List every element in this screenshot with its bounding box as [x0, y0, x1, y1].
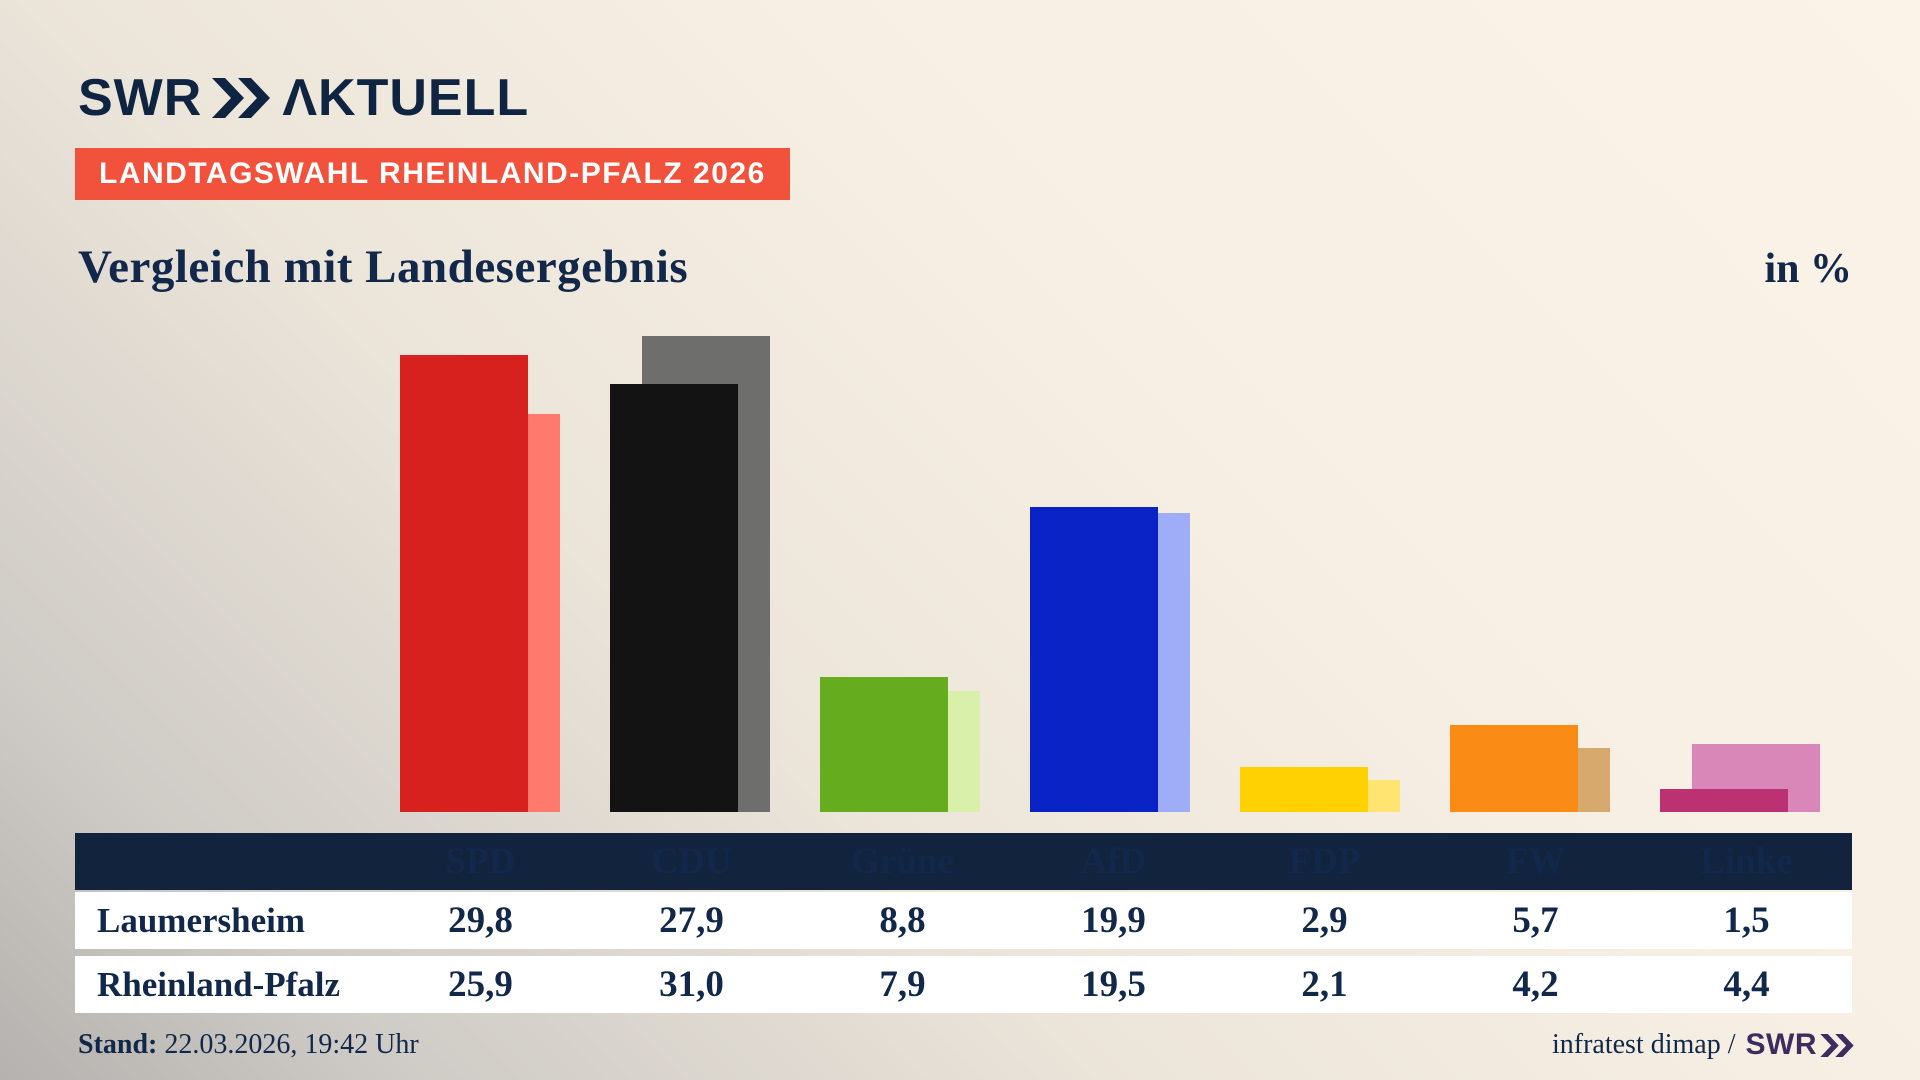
cell-laumersheim-grüne: 8,8	[879, 900, 926, 941]
table-corner-cell	[75, 833, 375, 890]
cell-rheinland-pfalz-linke: 4,4	[1723, 964, 1770, 1005]
stand-value: 22.03.2026, 19:42 Uhr	[157, 1029, 419, 1060]
cell-laumersheim-spd: 29,8	[448, 900, 513, 941]
cell-rheinland-pfalz-grüne: 7,9	[879, 964, 926, 1005]
cell-rheinland-pfalz-fdp: 2,1	[1301, 964, 1348, 1005]
footer: Stand: 22.03.2026, 19:42 Uhr infratest d…	[78, 1028, 1854, 1062]
brand-logo: SWR ΛKTUELL	[78, 72, 529, 124]
column-header-fw: FW	[1505, 841, 1566, 882]
bar-laumersheim-grüne	[820, 677, 948, 812]
stand-text: Stand: 22.03.2026, 19:42 Uhr	[78, 1029, 419, 1061]
bar-laumersheim-fw	[1450, 725, 1578, 812]
bar-laumersheim-spd	[400, 355, 528, 812]
column-header-spd: SPD	[445, 841, 516, 882]
cell-laumersheim-afd: 19,9	[1081, 900, 1146, 941]
cell-rheinland-pfalz-afd: 19,5	[1081, 964, 1146, 1005]
bar-laumersheim-cdu	[610, 384, 738, 812]
swr-chevrons-icon	[212, 78, 271, 118]
title-row: Vergleich mit Landesergebnis in %	[78, 240, 1852, 294]
cell-laumersheim-linke: 1,5	[1723, 900, 1770, 941]
cell-rheinland-pfalz-fw: 4,2	[1512, 964, 1559, 1005]
cell-laumersheim-fdp: 2,9	[1301, 900, 1348, 941]
column-header-grüne: Grüne	[851, 841, 954, 882]
source-attribution: infratest dimap / SWR	[1552, 1028, 1854, 1062]
column-header-linke: Linke	[1700, 841, 1793, 882]
cell-laumersheim-fw: 5,7	[1512, 900, 1559, 941]
swr-wordmark: SWR	[78, 69, 203, 127]
source-brand-logo: SWR	[1746, 1028, 1855, 1062]
unit-label: in %	[1764, 246, 1852, 292]
election-badge: LANDTAGSWAHL RHEINLAND-PFALZ 2026	[75, 148, 790, 200]
bar-laumersheim-afd	[1030, 507, 1158, 812]
bar-laumersheim-fdp	[1240, 767, 1368, 812]
table-header-row: SPD CDU Grüne AfD FDP FW Linke	[75, 833, 1852, 890]
bar-laumersheim-linke	[1660, 789, 1788, 812]
source-text: infratest dimap /	[1551, 1029, 1736, 1060]
column-header-cdu: CDU	[651, 841, 732, 882]
column-header-afd: AfD	[1080, 841, 1147, 882]
chart-title: Vergleich mit Landesergebnis	[78, 241, 689, 293]
source-chevrons-icon	[1820, 1033, 1854, 1057]
aktuell-wordmark: ΛKTUELL	[282, 69, 530, 127]
row-label-rheinland-pfalz: Rheinland-Pfalz	[97, 965, 341, 1004]
cell-rheinland-pfalz-cdu: 31,0	[659, 964, 724, 1005]
row-label-laumersheim: Laumersheim	[97, 901, 306, 940]
column-header-fdp: FDP	[1288, 841, 1361, 882]
stand-label: Stand:	[78, 1029, 158, 1060]
source-brand-wordmark: SWR	[1745, 1028, 1817, 1061]
cell-laumersheim-cdu: 27,9	[659, 900, 724, 941]
cell-rheinland-pfalz-spd: 25,9	[448, 964, 513, 1005]
table-row-rheinland-pfalz: Rheinland-Pfalz 25,9 31,0 7,9 19,5 2,1 4,2 4,4	[75, 956, 1852, 1013]
table-row-laumersheim: Laumersheim 29,8 27,9 8,8 19,9 2,9 5,7 1,5	[75, 892, 1852, 949]
